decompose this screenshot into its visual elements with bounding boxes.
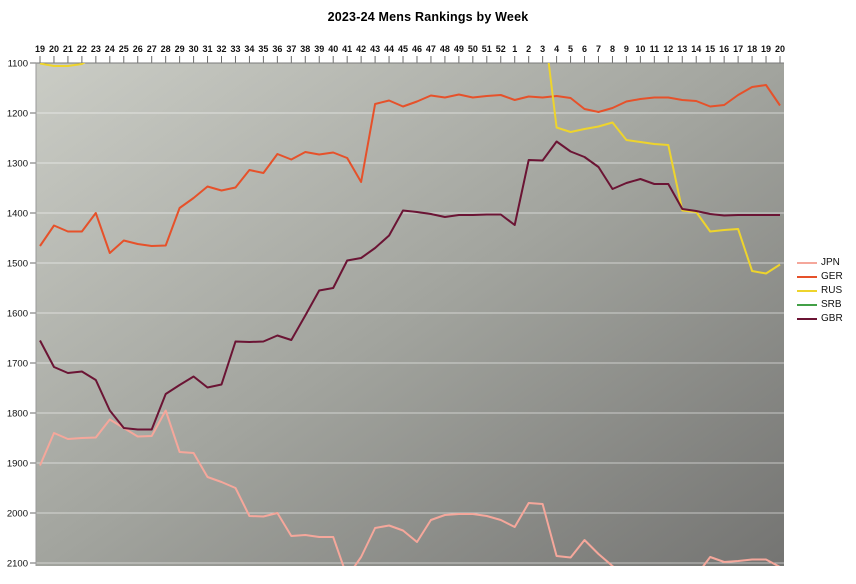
x-tick-label: 24 (105, 44, 115, 54)
x-tick-label: 1 (512, 44, 517, 54)
x-tick-label: 23 (91, 44, 101, 54)
x-tick-label: 20 (49, 44, 59, 54)
x-tick-label: 32 (217, 44, 227, 54)
x-tick-label: 10 (635, 44, 645, 54)
y-tick-label: 1900 (7, 459, 28, 470)
x-tick-label: 22 (77, 44, 87, 54)
x-tick-label: 5 (568, 44, 573, 54)
x-tick-label: 4 (554, 44, 559, 54)
x-tick-label: 8 (610, 44, 615, 54)
x-tick-label: 19 (761, 44, 771, 54)
x-tick-label: 52 (496, 44, 506, 54)
x-tick-label: 27 (147, 44, 157, 54)
y-tick-label: 1800 (7, 409, 28, 420)
x-tick-label: 38 (300, 44, 310, 54)
y-tick-label: 2100 (7, 559, 28, 570)
x-tick-label: 45 (398, 44, 408, 54)
y-tick-label: 2000 (7, 509, 28, 520)
legend-item-rus: RUS (797, 285, 843, 296)
x-tick-label: 2 (526, 44, 531, 54)
legend-swatch-ger (797, 275, 817, 278)
x-tick-label: 48 (440, 44, 450, 54)
x-tick-label: 13 (677, 44, 687, 54)
x-tick-label: 43 (370, 44, 380, 54)
x-tick-label: 15 (705, 44, 715, 54)
x-tick-label: 40 (328, 44, 338, 54)
x-tick-label: 21 (63, 44, 73, 54)
series-lines (39, 63, 781, 566)
legend-label-rus: RUS (821, 285, 843, 296)
legend-label-srb: SRB (821, 299, 842, 310)
x-tick-label: 29 (175, 44, 185, 54)
x-tick-label: 3 (540, 44, 545, 54)
x-tick-label: 37 (286, 44, 296, 54)
y-axis: 1100 1200 1300 1400 1500 1600 1700 1800 1900 2000… (7, 59, 784, 570)
x-tick-label: 49 (454, 44, 464, 54)
legend-swatch-rus (797, 289, 817, 292)
x-tick-label: 20 (775, 44, 785, 54)
y-tick-label: 1300 (7, 159, 28, 170)
x-tick-label: 26 (133, 44, 143, 54)
y-tick-label: 1100 (8, 59, 28, 70)
y-tick-label: 1500 (7, 259, 28, 270)
x-tick-label: 35 (258, 44, 268, 54)
x-tick-label: 33 (230, 44, 240, 54)
x-tick-label: 50 (468, 44, 478, 54)
x-tick-label: 16 (719, 44, 729, 54)
chart-title: 2023-24 Mens Rankings by Week (327, 10, 529, 24)
x-tick-label: 36 (272, 44, 282, 54)
y-tick-label: 1700 (7, 359, 28, 370)
x-tick-label: 30 (189, 44, 199, 54)
x-tick-label: 6 (582, 44, 587, 54)
x-tick-label: 47 (426, 44, 436, 54)
series-line-ger (39, 84, 781, 254)
legend-swatch-jpn (797, 261, 817, 264)
legend-swatch-gbr (797, 317, 817, 320)
x-tick-label: 17 (733, 44, 743, 54)
legend: JPN GER RUS SRB GBR (797, 257, 843, 324)
plot-area (36, 63, 784, 566)
series-line-jpn (39, 409, 781, 566)
x-tick-label: 9 (624, 44, 629, 54)
legend-swatch-srb (797, 303, 817, 306)
x-tick-label: 7 (596, 44, 601, 54)
legend-label-gbr: GBR (821, 313, 843, 324)
x-tick-label: 51 (482, 44, 492, 54)
x-tick-label: 25 (119, 44, 129, 54)
x-tick-label: 31 (203, 44, 213, 54)
x-tick-label: 12 (663, 44, 673, 54)
series-line-gbr (39, 140, 780, 431)
x-tick-label: 19 (35, 44, 45, 54)
legend-label-jpn: JPN (821, 257, 840, 268)
y-tick-label: 1200 (7, 109, 28, 120)
x-tick-label: 28 (161, 44, 171, 54)
legend-item-ger: GER (797, 271, 843, 282)
x-tick-label: 41 (342, 44, 352, 54)
x-tick-label: 46 (412, 44, 422, 54)
y-tick-label: 1600 (7, 309, 28, 320)
x-tick-label: 44 (384, 44, 394, 54)
x-axis: 19 20 21 22 23 24 25 26 27 28 29 30 31 32 33 34 35 36 37 38… (35, 44, 785, 63)
x-tick-label: 11 (650, 44, 660, 54)
legend-item-gbr: GBR (797, 313, 843, 324)
x-tick-label: 34 (244, 44, 254, 54)
x-tick-label: 42 (356, 44, 366, 54)
y-tick-label: 1400 (7, 209, 28, 220)
x-tick-label: 18 (747, 44, 757, 54)
x-tick-label: 39 (314, 44, 324, 54)
legend-item-jpn: JPN (797, 257, 843, 268)
x-tick-label: 14 (691, 44, 701, 54)
legend-label-ger: GER (821, 271, 843, 282)
series-line-rus (39, 63, 781, 275)
legend-item-srb: SRB (797, 299, 843, 310)
